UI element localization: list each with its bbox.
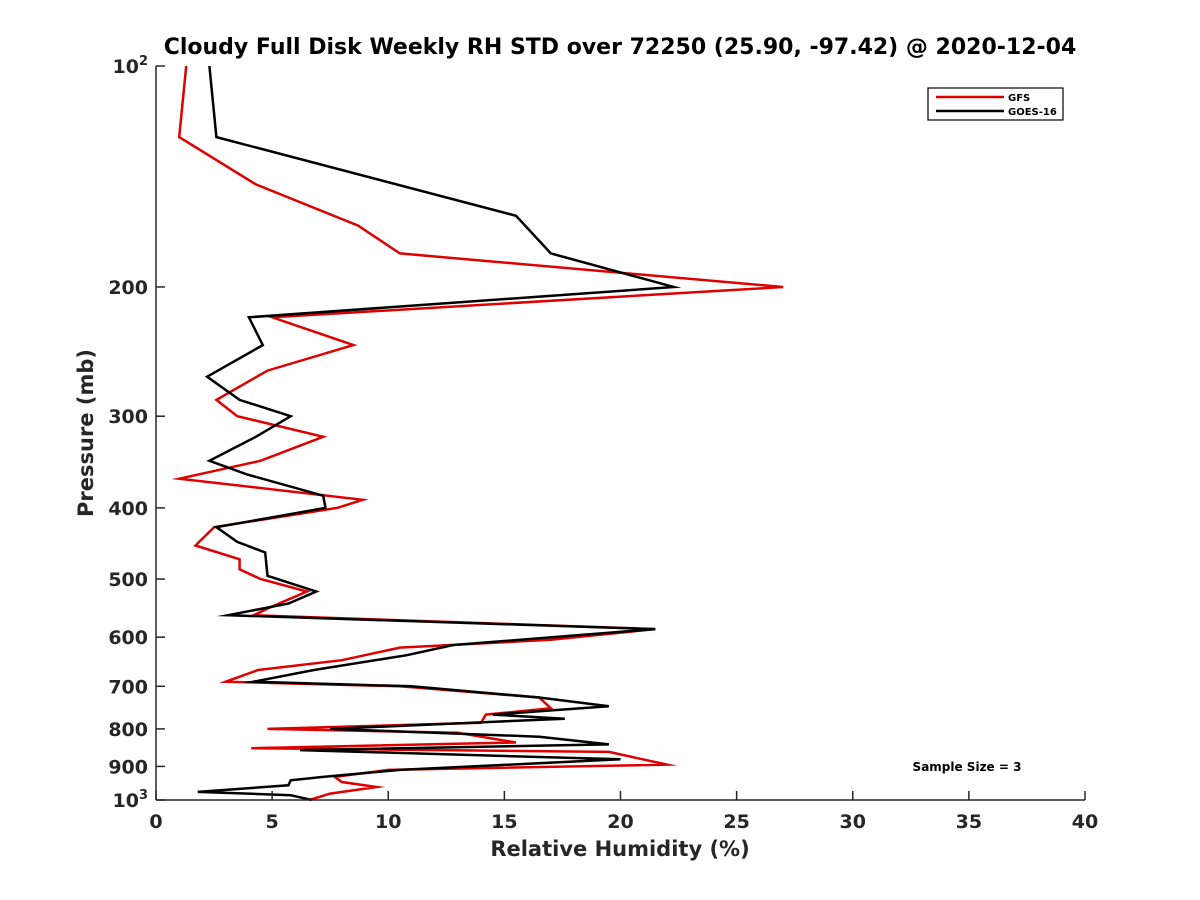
x-tick-label: 5 <box>266 811 279 833</box>
legend-label-gfs: GFS <box>1008 93 1030 104</box>
legend-label-goes-16: GOES-16 <box>1008 107 1057 118</box>
y-tick-label: 500 <box>108 569 148 591</box>
x-tick-label: 15 <box>491 811 517 833</box>
y-tick-label: 200 <box>108 277 148 299</box>
x-ticks: 0 5 10 15 20 25 30 35 40 <box>149 791 1098 833</box>
y-tick-base: 10 <box>113 790 139 812</box>
y-tick-label: 600 <box>108 627 148 649</box>
x-tick-label: 25 <box>723 811 749 833</box>
x-tick-label: 20 <box>607 811 633 833</box>
y-tick-label: 800 <box>108 719 148 741</box>
x-tick-label: 10 <box>375 811 401 833</box>
y-tick-label: 300 <box>108 406 148 428</box>
legend-box <box>927 87 1064 121</box>
series-lines <box>171 65 784 802</box>
y-tick-label: 102 <box>113 54 149 78</box>
x-tick-label: 40 <box>1072 811 1098 833</box>
y-tick-label: 700 <box>108 676 148 698</box>
legend: GFS GOES-16 <box>927 87 1064 121</box>
y-axis-title: Pressure (mb) <box>74 349 98 517</box>
y-tick-label: 900 <box>108 756 148 778</box>
x-tick-label: 35 <box>956 811 982 833</box>
y-tick-exponent: 3 <box>139 788 148 803</box>
y-tick-label: 400 <box>108 498 148 520</box>
y-tick-label: 103 <box>113 788 149 812</box>
x-tick-label: 0 <box>149 811 162 833</box>
sample-size-annotation: Sample Size = 3 <box>913 760 1022 774</box>
y-tick-base: 10 <box>113 56 139 78</box>
x-tick-label: 30 <box>840 811 866 833</box>
chart-title: Cloudy Full Disk Weekly RH STD over 7225… <box>164 35 1077 60</box>
series-line-goes-16 <box>197 65 682 802</box>
x-axis-title: Relative Humidity (%) <box>490 837 749 861</box>
y-tick-exponent: 2 <box>139 54 148 69</box>
